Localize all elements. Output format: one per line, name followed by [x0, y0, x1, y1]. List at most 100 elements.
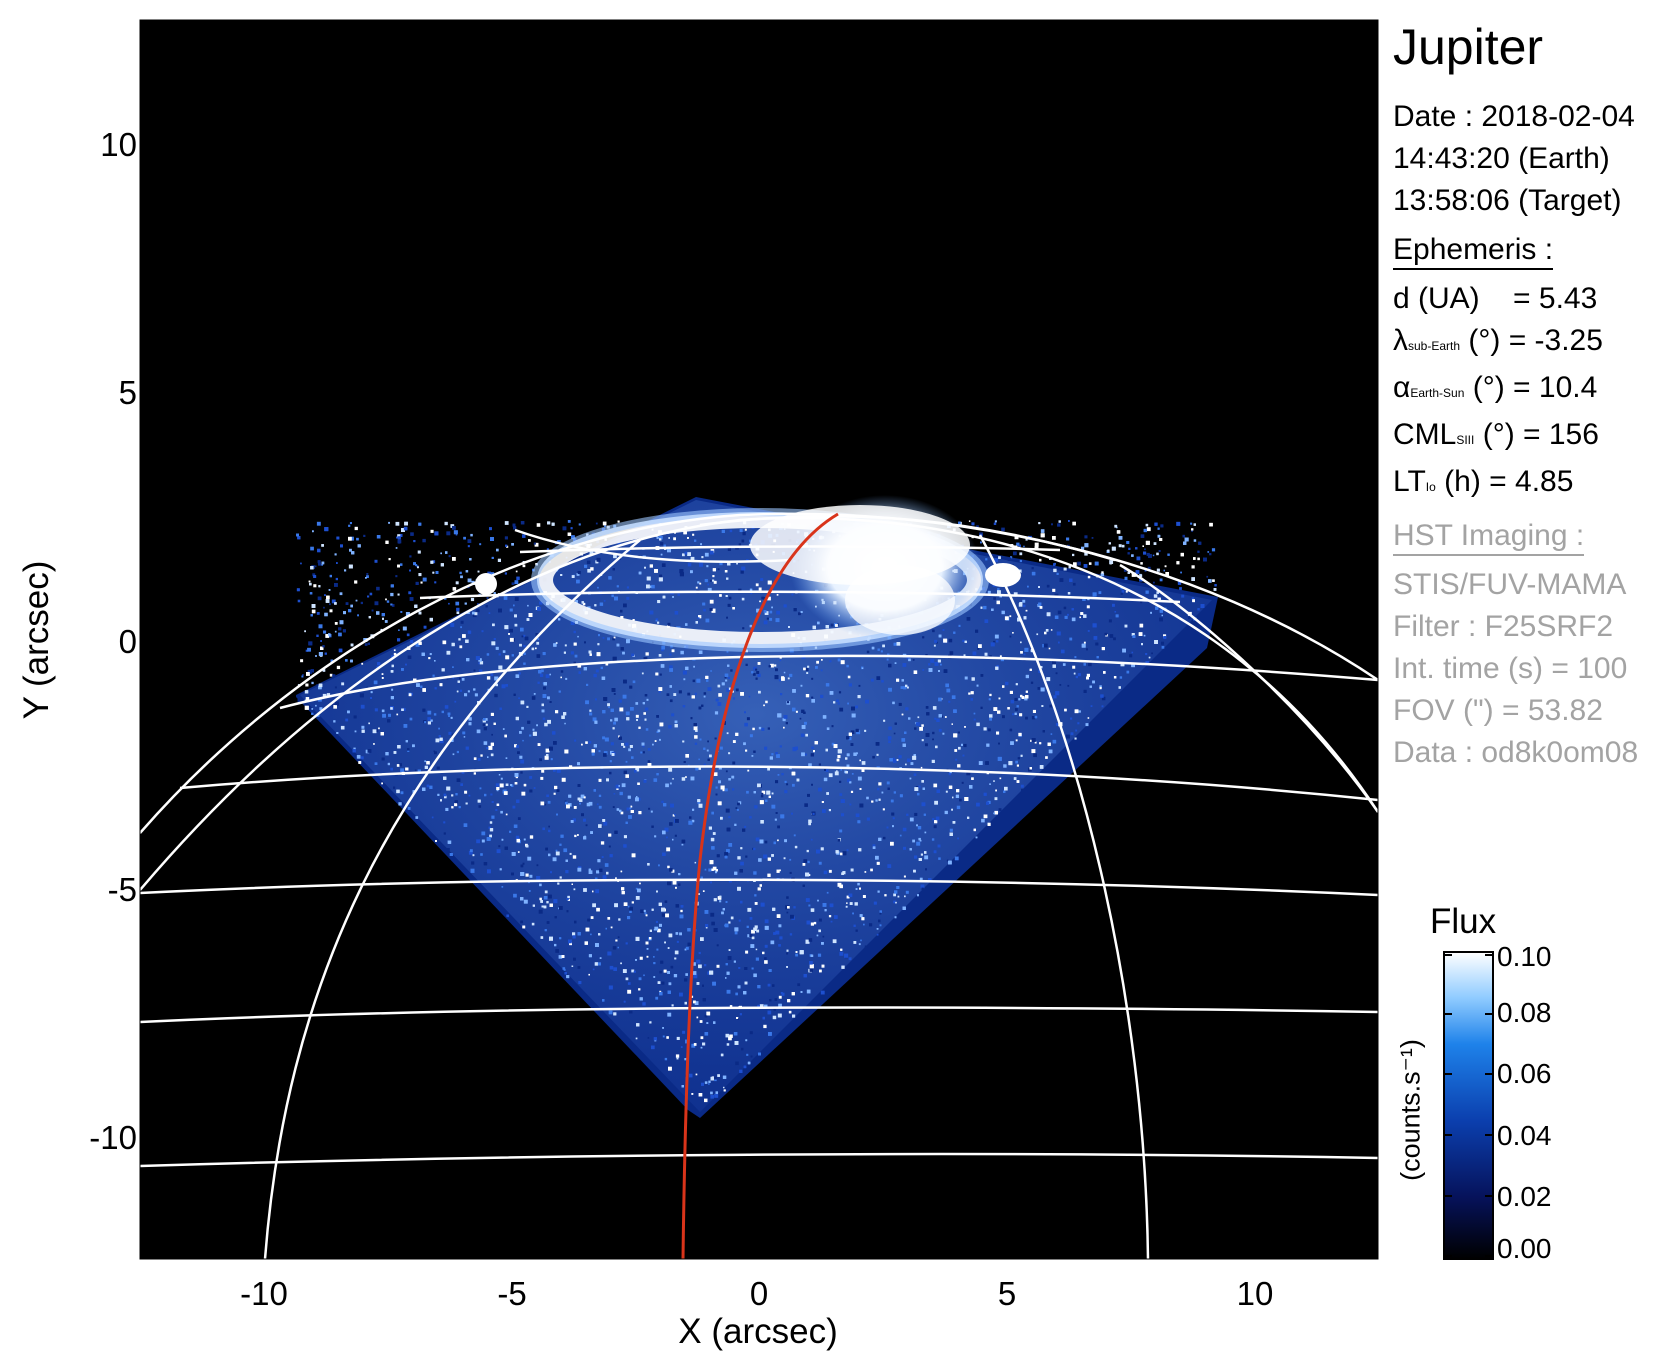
noise-speckle — [617, 936, 620, 938]
noise-speckle — [1024, 697, 1028, 701]
noise-speckle — [787, 906, 790, 909]
noise-speckle — [968, 520, 971, 522]
noise-speckle — [1059, 684, 1062, 686]
noise-speckle — [1048, 647, 1051, 650]
noise-speckle — [1113, 637, 1116, 641]
noise-speckle — [627, 989, 632, 994]
noise-speckle — [1120, 662, 1125, 667]
noise-speckle — [995, 666, 999, 670]
noise-speckle — [725, 808, 730, 813]
noise-speckle — [625, 742, 629, 746]
noise-speckle — [783, 715, 788, 719]
noise-speckle — [664, 941, 666, 944]
noise-speckle — [731, 690, 734, 693]
noise-speckle — [860, 939, 862, 942]
noise-speckle — [433, 750, 436, 753]
noise-speckle — [810, 908, 815, 912]
noise-speckle — [319, 707, 323, 711]
noise-speckle — [324, 612, 328, 617]
noise-speckle — [858, 848, 862, 852]
noise-speckle — [415, 642, 420, 647]
noise-speckle — [694, 742, 698, 745]
noise-speckle — [659, 970, 662, 974]
noise-speckle — [1192, 599, 1195, 603]
noise-speckle — [636, 796, 638, 798]
noise-speckle — [1025, 695, 1029, 699]
noise-speckle — [849, 781, 852, 784]
noise-speckle — [853, 941, 857, 944]
noise-speckle — [1181, 594, 1185, 598]
noise-speckle — [829, 903, 834, 908]
noise-speckle — [768, 1032, 772, 1036]
noise-speckle — [408, 591, 412, 595]
noise-speckle — [612, 656, 617, 661]
noise-speckle — [668, 725, 672, 729]
noise-speckle — [803, 859, 808, 863]
noise-speckle — [722, 1075, 727, 1079]
noise-speckle — [901, 713, 904, 716]
noise-speckle — [500, 777, 503, 780]
noise-speckle — [1135, 547, 1138, 550]
noise-speckle — [623, 770, 627, 774]
noise-speckle — [674, 611, 679, 615]
noise-speckle — [446, 677, 449, 680]
noise-speckle — [515, 570, 518, 573]
noise-speckle — [760, 820, 764, 824]
noise-speckle — [397, 539, 402, 544]
noise-speckle — [870, 678, 874, 682]
noise-speckle — [789, 858, 792, 861]
noise-speckle — [1126, 670, 1130, 674]
noise-speckle — [806, 849, 809, 853]
noise-speckle — [615, 784, 620, 789]
noise-speckle — [850, 790, 854, 793]
noise-speckle — [1193, 539, 1197, 542]
noise-speckle — [548, 825, 550, 828]
noise-speckle — [589, 550, 594, 555]
noise-speckle — [995, 789, 997, 792]
noise-speckle — [654, 740, 657, 742]
noise-speckle — [622, 651, 625, 655]
noise-speckle — [396, 536, 398, 539]
noise-speckle — [519, 755, 523, 759]
noise-speckle — [746, 790, 749, 794]
noise-speckle — [334, 686, 337, 689]
noise-speckle — [978, 761, 983, 765]
noise-speckle — [694, 539, 697, 542]
noise-speckle — [607, 637, 610, 641]
noise-speckle — [717, 896, 722, 900]
noise-speckle — [671, 649, 675, 653]
noise-speckle — [840, 769, 842, 771]
noise-speckle — [1027, 585, 1029, 588]
noise-speckle — [567, 532, 572, 536]
noise-speckle — [918, 837, 921, 841]
noise-speckle — [657, 600, 661, 604]
noise-speckle — [963, 743, 967, 748]
noise-speckle — [890, 799, 894, 803]
noise-speckle — [666, 847, 671, 852]
noise-speckle — [742, 627, 745, 630]
noise-speckle — [1093, 636, 1098, 640]
noise-speckle — [586, 560, 591, 565]
noise-speckle — [304, 705, 309, 710]
noise-speckle — [861, 917, 865, 921]
noise-speckle — [629, 906, 633, 911]
noise-speckle — [968, 692, 971, 695]
noise-speckle — [451, 794, 454, 797]
noise-speckle — [834, 771, 839, 776]
noise-speckle — [318, 652, 323, 656]
noise-speckle — [1083, 564, 1088, 568]
noise-speckle — [479, 669, 483, 673]
noise-speckle — [746, 717, 750, 721]
noise-speckle — [616, 585, 619, 588]
noise-speckle — [996, 731, 1000, 735]
noise-speckle — [751, 936, 755, 940]
noise-speckle — [401, 668, 404, 671]
noise-speckle — [567, 520, 571, 523]
noise-speckle — [934, 800, 938, 805]
noise-speckle — [744, 722, 748, 727]
noise-speckle — [706, 1011, 711, 1016]
noise-speckle — [608, 833, 612, 837]
noise-speckle — [622, 969, 627, 973]
noise-speckle — [505, 544, 508, 547]
noise-speckle — [735, 807, 738, 809]
